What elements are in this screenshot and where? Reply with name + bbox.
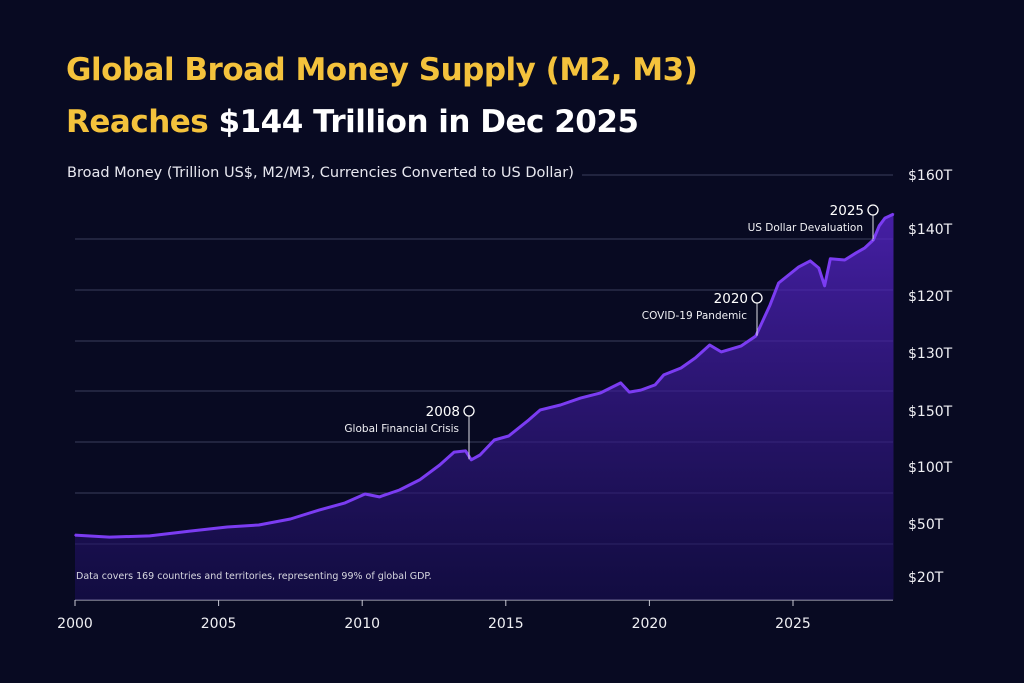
- data-point: [628, 391, 631, 393]
- annotation-2025: 2025 US Dollar Devaluation: [748, 203, 879, 242]
- annotation-year: 2020: [714, 291, 748, 307]
- x-tick-label: 2000: [57, 616, 93, 632]
- data-point: [878, 225, 880, 227]
- y-tick-label: $150T: [908, 404, 953, 420]
- data-point: [189, 530, 191, 532]
- x-tick-label: 2020: [632, 616, 668, 632]
- y-tick-label: $120T: [908, 289, 953, 305]
- chart-title-line1: Global Broad Money Supply (M2, M3): [66, 52, 698, 88]
- y-tick-label: $50T: [908, 517, 944, 533]
- y-tick-label: $20T: [908, 570, 944, 586]
- x-tick-label: 2025: [775, 616, 811, 632]
- data-point: [884, 217, 886, 219]
- annotation-2020: 2020 COVID-19 Pandemic: [642, 291, 763, 336]
- annotation-marker: [751, 292, 763, 304]
- annotation-marker: [867, 204, 879, 216]
- data-points: [74, 213, 895, 538]
- annotation-label: US Dollar Devaluation: [748, 222, 863, 234]
- data-point: [539, 409, 542, 411]
- annotation-2008: 2008 Global Financial Crisis: [344, 404, 475, 460]
- title-highlight: Reaches: [66, 104, 209, 140]
- data-point: [809, 260, 812, 262]
- data-point: [829, 258, 832, 260]
- title-rest: $144 Trillion in Dec 2025: [208, 104, 639, 140]
- data-point: [226, 526, 229, 528]
- data-point: [654, 384, 656, 386]
- annotation-label: Global Financial Crisis: [344, 423, 459, 435]
- data-point: [289, 518, 292, 520]
- data-point: [344, 502, 346, 504]
- data-point: [364, 493, 366, 495]
- data-point: [148, 535, 151, 537]
- annotation-year: 2025: [830, 203, 864, 219]
- y-tick-label: $130T: [908, 346, 953, 362]
- data-point: [507, 435, 510, 437]
- data-point: [579, 397, 582, 399]
- area-fill: [75, 214, 894, 600]
- footnote: Data covers 169 countries and territorie…: [76, 571, 432, 582]
- data-point: [74, 534, 76, 536]
- data-point: [559, 404, 562, 406]
- data-point: [599, 392, 602, 394]
- data-point: [680, 367, 682, 369]
- data-point: [694, 357, 697, 359]
- chart-title-line2: Reaches $144 Trillion in Dec 2025: [66, 104, 639, 140]
- x-tick-label: 2005: [201, 616, 237, 632]
- data-point: [777, 282, 780, 284]
- data-point: [438, 464, 441, 466]
- data-point: [493, 439, 496, 441]
- data-point: [740, 345, 743, 347]
- annotation-marker: [463, 405, 475, 417]
- data-point: [470, 459, 473, 461]
- data-point: [855, 252, 857, 254]
- data-point: [864, 247, 866, 249]
- data-point: [823, 285, 826, 287]
- data-point: [318, 509, 320, 511]
- data-point: [720, 351, 722, 353]
- data-point: [527, 419, 530, 421]
- data-point: [843, 259, 846, 261]
- y-tick-label: $140T: [908, 222, 953, 238]
- data-point: [378, 496, 381, 498]
- data-point: [662, 374, 665, 376]
- x-tick-label: 2010: [344, 616, 380, 632]
- data-point: [708, 344, 711, 346]
- data-point: [769, 304, 771, 306]
- data-point: [797, 266, 800, 268]
- series-line: [74, 212, 895, 539]
- y-tick-label: $160T: [908, 168, 953, 184]
- data-point: [754, 335, 757, 337]
- data-point: [398, 489, 401, 491]
- data-point: [892, 213, 895, 215]
- chart-subtitle: Broad Money (Trillion US$, M2/M3, Curren…: [67, 165, 582, 181]
- annotation-year: 2008: [426, 404, 460, 420]
- data-point: [479, 454, 481, 456]
- data-point: [453, 451, 455, 453]
- annotation-label: COVID-19 Pandemic: [642, 310, 747, 322]
- data-point: [872, 239, 875, 241]
- y-tick-label: $100T: [908, 460, 953, 476]
- data-point: [418, 479, 421, 481]
- data-point: [258, 524, 260, 526]
- data-point: [639, 389, 642, 391]
- data-point: [464, 450, 467, 452]
- data-point: [619, 382, 622, 384]
- data-point: [818, 267, 820, 269]
- data-point: [108, 536, 111, 538]
- x-tick-label: 2015: [488, 616, 524, 632]
